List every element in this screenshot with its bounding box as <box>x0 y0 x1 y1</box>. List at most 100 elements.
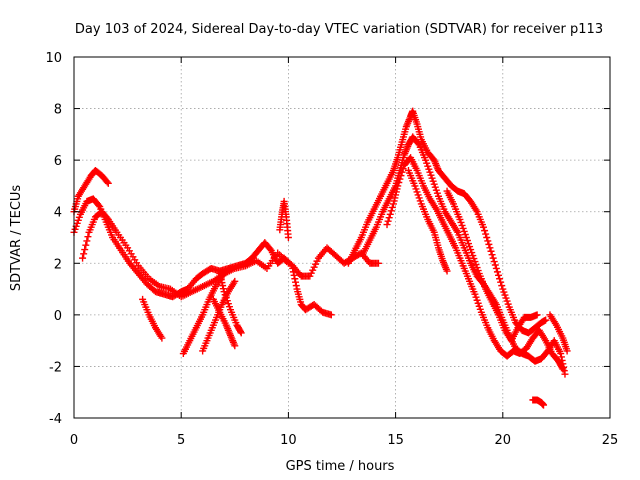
x-tick-label: 5 <box>177 433 185 448</box>
data-point <box>485 240 493 248</box>
x-tick-labels: 0 5 10 15 20 25 <box>70 433 618 448</box>
data-point <box>559 365 567 373</box>
data-point <box>557 353 565 361</box>
data-point <box>558 364 566 372</box>
x-tick-label: 10 <box>280 433 297 448</box>
data-point <box>84 233 92 241</box>
data-point <box>489 254 497 262</box>
data-point <box>384 217 392 225</box>
data-point <box>394 182 402 190</box>
x-tick-label: 15 <box>387 433 404 448</box>
data-points <box>70 107 571 409</box>
x-axis-label: GPS time / hours <box>286 459 395 474</box>
x-tick-label: 0 <box>70 433 78 448</box>
data-point <box>284 234 292 241</box>
plot-frame <box>73 56 611 419</box>
y-tick-label: 8 <box>54 103 62 118</box>
data-point <box>79 254 87 262</box>
series-track-7 <box>216 270 245 337</box>
data-point <box>480 223 488 231</box>
series-track-13 <box>383 154 567 373</box>
data-point <box>237 328 245 336</box>
data-point <box>385 214 393 222</box>
data-point <box>487 247 495 255</box>
y-axis-label: SDTVAR / TECUs <box>9 185 24 292</box>
chart-title: Day 103 of 2024, Sidereal Day-to-day VTE… <box>75 22 603 37</box>
data-point <box>561 370 569 378</box>
data-point <box>227 264 235 272</box>
series-track-2 <box>70 166 112 216</box>
data-point <box>386 210 394 218</box>
y-tick-label: 10 <box>45 51 62 66</box>
data-point <box>290 271 298 279</box>
data-point <box>482 230 490 238</box>
data-point <box>533 311 541 319</box>
data-point <box>104 179 112 187</box>
data-point <box>483 234 491 241</box>
series-track-9 <box>276 197 292 241</box>
data-point <box>491 261 499 269</box>
grid-lines <box>74 57 610 418</box>
data-point <box>398 168 406 176</box>
series-track-5 <box>179 264 235 358</box>
series-track-10 <box>289 264 335 319</box>
data-point <box>80 250 88 258</box>
data-point <box>498 282 506 290</box>
data-point <box>396 175 404 183</box>
data-point <box>495 271 503 279</box>
data-point <box>557 350 565 358</box>
series-track-15 <box>443 187 541 345</box>
data-point <box>540 401 548 409</box>
data-point <box>289 268 297 276</box>
data-point <box>374 259 382 267</box>
y-tick-labels: -4 -2 0 2 4 6 8 10 <box>45 51 62 427</box>
data-point <box>563 347 571 355</box>
data-point <box>493 268 501 276</box>
series-track-16 <box>546 311 571 355</box>
x-tick-label: 20 <box>495 433 512 448</box>
data-point <box>397 172 405 180</box>
x-tick-label: 25 <box>602 433 619 448</box>
data-point <box>443 267 451 275</box>
data-point <box>292 278 300 286</box>
series-track-1 <box>70 195 382 301</box>
y-tick-label: 2 <box>54 257 62 272</box>
data-point <box>231 277 239 285</box>
data-point <box>95 201 103 209</box>
data-point <box>292 282 300 290</box>
y-tick-label: 6 <box>54 154 62 169</box>
data-point <box>284 259 292 267</box>
data-point <box>388 203 396 211</box>
data-point <box>399 165 407 173</box>
data-point <box>492 264 500 272</box>
data-point <box>387 207 395 215</box>
data-point <box>158 334 166 342</box>
data-point <box>83 237 91 245</box>
data-point <box>291 275 299 283</box>
data-point <box>103 178 111 186</box>
data-point <box>484 237 492 245</box>
series-track-17 <box>529 396 548 409</box>
series-track-8 <box>209 295 239 350</box>
data-point <box>237 329 245 337</box>
data-point <box>327 311 335 319</box>
y-tick-label: 4 <box>54 206 62 221</box>
data-point <box>486 244 494 252</box>
data-point <box>490 258 498 266</box>
data-point <box>225 265 233 273</box>
data-point <box>488 251 496 259</box>
data-point <box>231 342 239 350</box>
data-point <box>542 316 550 324</box>
series-track-14 <box>404 166 451 275</box>
y-tick-label: 0 <box>54 309 62 324</box>
data-point <box>496 275 504 283</box>
y-tick-label: -4 <box>49 412 62 427</box>
y-tick-label: -2 <box>49 360 62 375</box>
data-point <box>289 264 297 272</box>
data-point <box>481 227 489 235</box>
series-track-4 <box>139 295 166 342</box>
data-point <box>81 246 89 254</box>
data-point <box>82 241 90 249</box>
axis-ticks <box>73 56 611 419</box>
